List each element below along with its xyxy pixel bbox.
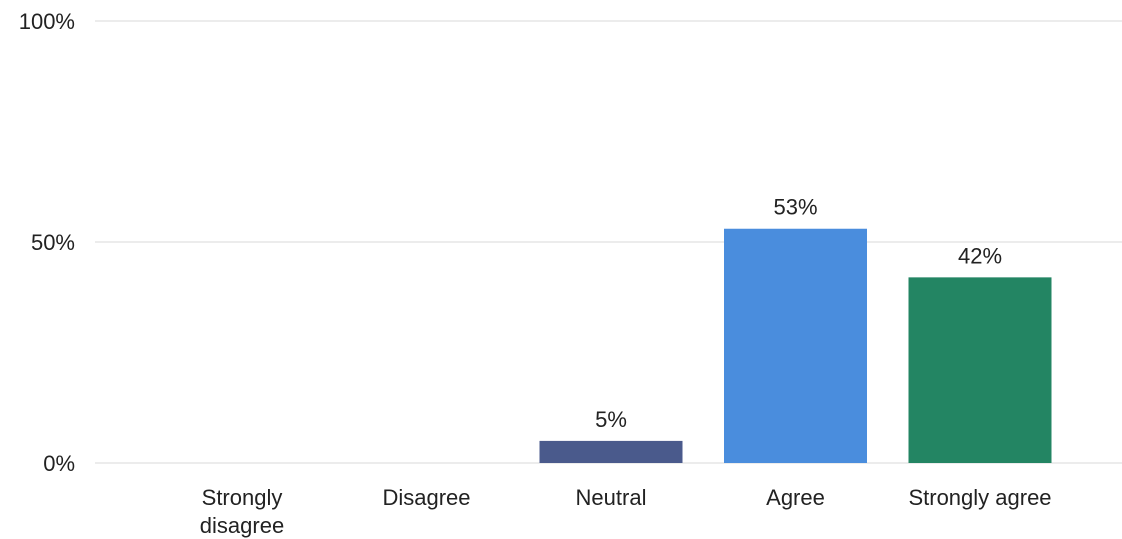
x-axis-category-labels: Strongly disagree Disagree Neutral Agree Stro… — [200, 485, 1052, 538]
y-tick-label: 100% — [19, 9, 75, 34]
y-tick-label: 50% — [31, 230, 75, 255]
bar-neutral — [539, 440, 683, 463]
x-category-label: Neutral — [576, 485, 647, 510]
bar-strongly-agree — [908, 277, 1052, 463]
x-category-label: Agree — [766, 485, 825, 510]
bar-value-label: 53% — [773, 195, 817, 220]
bar-agree — [724, 228, 867, 463]
bar-value-label: 42% — [958, 243, 1002, 268]
x-category-label: Disagree — [382, 485, 470, 510]
y-axis-tick-labels: 0% 50% 100% — [19, 9, 75, 476]
bar-value-labels: 5% 53% 42% — [595, 195, 1002, 432]
bars — [539, 228, 1052, 463]
bar-value-label: 5% — [595, 407, 627, 432]
x-category-label: Strongly agree — [908, 485, 1051, 510]
x-category-label: Strongly disagree — [200, 485, 284, 538]
y-tick-label: 0% — [43, 451, 75, 476]
